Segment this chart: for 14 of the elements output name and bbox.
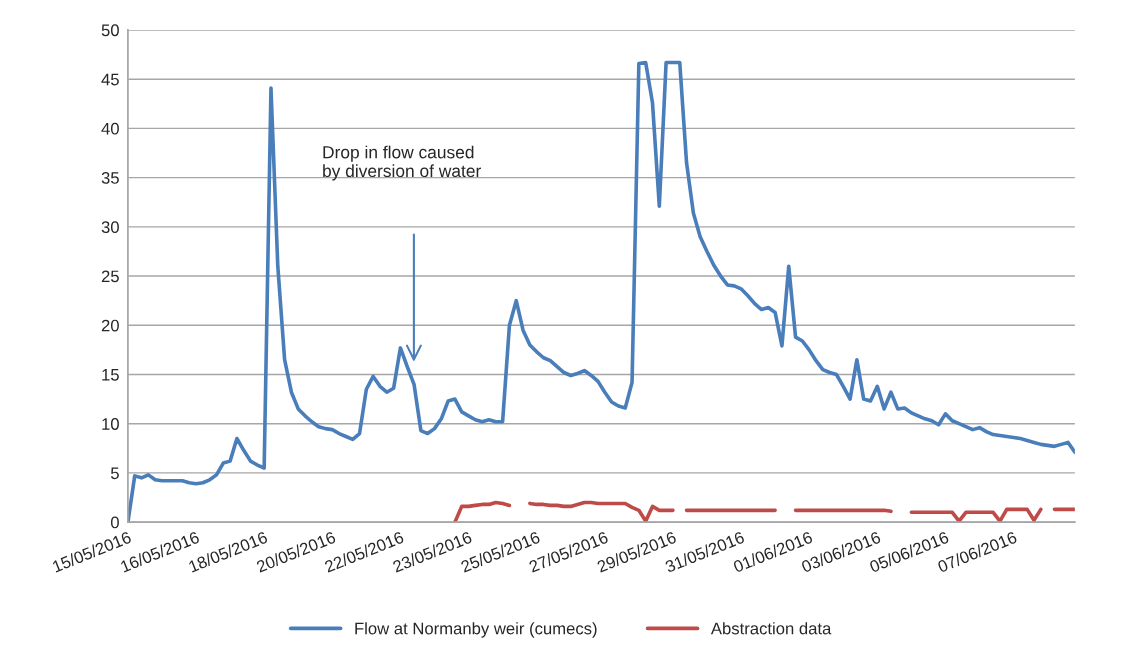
y-tick-label: 20 (101, 319, 119, 332)
y-tick-label: 15 (102, 369, 119, 381)
annotation: Drop in flow caused by diversion of water (323, 145, 481, 181)
y-tick-label: 0 (110, 516, 119, 529)
y-tick-label: 45 (101, 73, 119, 86)
y-tick-label: 5 (110, 467, 119, 480)
y-tick-label: 40 (101, 122, 119, 135)
legend-label: Abstraction data (710, 622, 832, 635)
legend-label: Flow at Normanby weir (cumecs) (355, 622, 597, 638)
y-tick-label: 50 (101, 24, 119, 37)
y-tick-label: 25 (101, 270, 119, 283)
y-tick-label: 30 (101, 221, 119, 234)
y-tick-label: 10 (102, 418, 119, 430)
y-tick-label: 35 (101, 172, 119, 184)
